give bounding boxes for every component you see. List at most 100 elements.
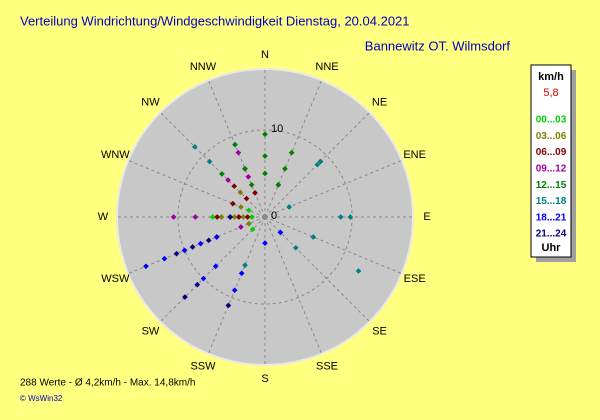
data-point: [200, 275, 207, 282]
data-point: [262, 170, 268, 177]
direction-label: NNE: [315, 61, 338, 73]
spoke: [264, 216, 323, 354]
data-point: [227, 214, 234, 220]
legend-entry: 09...12: [536, 164, 567, 175]
data-point: [218, 214, 225, 220]
data-point: [249, 226, 256, 233]
data-point: [238, 224, 244, 230]
data-point: [232, 141, 238, 148]
direction-label: SSE: [316, 361, 338, 373]
direction-label: S: [261, 373, 268, 385]
data-point: [244, 214, 251, 220]
direction-label: W: [98, 211, 109, 223]
spoke: [264, 80, 323, 218]
chart-subtitle: Bannewitz OT. Wilmsdorf: [365, 38, 511, 53]
data-point: [235, 149, 242, 156]
direction-label: SE: [372, 325, 387, 337]
direction-label: NE: [372, 96, 387, 108]
data-point: [310, 234, 317, 240]
chart-title: Verteilung Windrichtung/Windgeschwindigk…: [20, 13, 410, 28]
spoke: [264, 216, 402, 275]
data-point: [194, 281, 201, 288]
data-point: [191, 143, 198, 150]
direction-label: NNW: [190, 61, 217, 73]
legend-unit: km/h: [538, 71, 564, 83]
data-point: [242, 262, 248, 269]
direction-label: E: [423, 211, 430, 223]
data-point: [192, 214, 199, 220]
legend-entry: 06...09: [536, 147, 567, 158]
data-point: [209, 214, 216, 220]
data-point: [248, 181, 255, 188]
data-point: [292, 244, 299, 251]
data-point: [262, 131, 268, 138]
spoke: [264, 216, 371, 323]
legend-entry: 21...24: [536, 229, 567, 240]
data-point: [242, 165, 248, 172]
legend-box: [530, 64, 572, 258]
data-point: [314, 161, 321, 168]
data-point: [143, 263, 149, 270]
data-point: [197, 240, 204, 247]
data-point: [212, 263, 219, 270]
data-point: [337, 214, 344, 220]
footer-stats: 288 Werte - Ø 4,2km/h - Max. 14,8km/h: [20, 378, 195, 389]
data-point: [317, 158, 324, 165]
direction-label: WSW: [101, 273, 130, 285]
data-point: [225, 302, 232, 309]
legend-entry: 03...06: [536, 131, 567, 142]
data-point: [213, 234, 220, 240]
direction-label: NW: [141, 96, 160, 108]
data-point: [282, 165, 288, 172]
data-point: [252, 190, 258, 196]
direction-label: N: [261, 49, 269, 61]
data-point: [182, 294, 188, 300]
direction-label: WNW: [101, 149, 130, 161]
data-point: [189, 244, 196, 250]
data-point: [161, 255, 168, 262]
data-point: [245, 173, 252, 180]
data-point: [240, 214, 247, 220]
data-point: [347, 214, 354, 220]
direction-label: ENE: [403, 149, 426, 161]
legend-entry: 00...03: [536, 115, 567, 126]
direction-label: SW: [142, 325, 160, 337]
footer-copyright: © WsWin32: [20, 394, 63, 403]
legend-current: 5,8: [543, 87, 558, 99]
data-point: [288, 149, 295, 156]
legend-time: Uhr: [542, 242, 562, 254]
direction-label: SSW: [190, 361, 216, 373]
data-point: [219, 171, 225, 177]
data-point: [236, 214, 242, 220]
data-point: [246, 220, 252, 227]
data-point: [246, 207, 252, 214]
data-point: [206, 158, 213, 165]
data-point: [205, 237, 212, 244]
legend-entry: 18...21: [536, 212, 567, 223]
r-tick-label: 10: [271, 123, 283, 135]
legend-entry: 12...15: [536, 180, 567, 191]
data-point: [170, 214, 177, 220]
data-point: [214, 214, 220, 220]
data-point: [355, 268, 362, 274]
data-point: [225, 177, 231, 183]
direction-label: ESE: [404, 273, 426, 285]
data-point: [238, 270, 245, 277]
data-point: [231, 287, 238, 294]
data-point: [277, 229, 284, 236]
legend-entry: 15...18: [536, 196, 567, 207]
data-point: [275, 181, 282, 188]
data-point: [231, 214, 238, 220]
data-point: [173, 250, 180, 257]
data-point: [181, 247, 188, 254]
data-point: [231, 183, 238, 190]
r-tick-label: 0: [271, 210, 277, 222]
data-point: [237, 189, 244, 196]
data-point: [238, 204, 244, 210]
spoke: [159, 216, 266, 323]
data-point: [249, 214, 255, 220]
data-point: [229, 200, 236, 207]
data-point: [262, 240, 268, 246]
